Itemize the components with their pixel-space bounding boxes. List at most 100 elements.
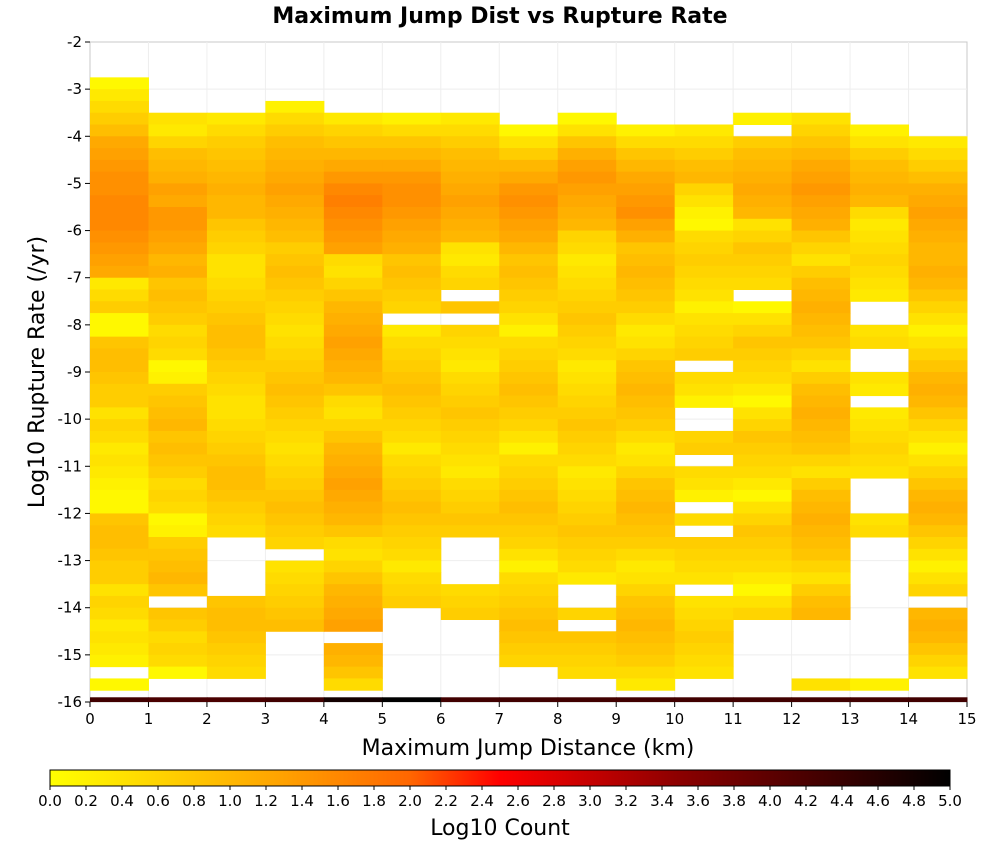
heatmap-cell (733, 207, 793, 220)
heatmap-cell (616, 430, 676, 444)
heatmap-cell (206, 607, 266, 620)
heatmap-cell (733, 159, 793, 173)
heatmap-cell (557, 537, 617, 550)
y-tick-label: -13 (58, 552, 83, 570)
x-tick-label: 2 (202, 710, 212, 728)
heatmap-cell (323, 289, 383, 302)
heatmap-cell (148, 254, 208, 267)
heatmap-cell (674, 195, 734, 208)
heatmap-cell (733, 360, 793, 373)
heatmap-cell (616, 183, 676, 196)
heatmap-cell (850, 265, 910, 279)
heatmap-cell (908, 242, 968, 255)
heatmap-cell (90, 501, 149, 514)
x-tick-label: 13 (841, 710, 860, 728)
heatmap-cell (674, 607, 734, 620)
heatmap-cell-bottom (499, 697, 559, 702)
heatmap-cell (148, 442, 208, 455)
heatmap-cell (440, 430, 500, 444)
heatmap-cell (265, 619, 325, 632)
heatmap-cell (850, 466, 910, 479)
heatmap-cell (90, 100, 149, 114)
colorbar-tick-label: 1.6 (326, 792, 350, 810)
heatmap-cell (733, 171, 793, 184)
x-tick-label: 1 (144, 710, 154, 728)
heatmap-cell (323, 324, 383, 338)
heatmap-cell (850, 383, 910, 397)
heatmap-cell (148, 631, 208, 644)
heatmap-cell (557, 407, 617, 420)
heatmap-cell (557, 171, 617, 184)
heatmap-cell (616, 254, 676, 267)
heatmap-cell (382, 289, 442, 302)
heatmap-cell (557, 383, 617, 397)
heatmap-cell (674, 513, 734, 526)
heatmap-cell (557, 301, 617, 314)
heatmap-cell (616, 666, 676, 679)
heatmap-cell (148, 336, 208, 349)
heatmap-cell (206, 489, 266, 503)
heatmap-cell (674, 289, 734, 302)
heatmap-cell (323, 218, 383, 232)
heatmap-cell (499, 171, 559, 184)
heatmap-cell (908, 430, 968, 444)
heatmap-cell (90, 159, 149, 173)
heatmap-cell (499, 466, 559, 479)
x-tick-label: 0 (85, 710, 95, 728)
heatmap-cell (148, 383, 208, 397)
colorbar-tick-label: 1.2 (254, 792, 278, 810)
heatmap-cell (206, 171, 266, 184)
heatmap-cell (733, 407, 793, 420)
heatmap-cell (265, 466, 325, 479)
heatmap-cell (499, 442, 559, 455)
heatmap-cell (908, 525, 968, 538)
x-tick-label: 5 (378, 710, 388, 728)
heatmap-cell (499, 548, 559, 562)
heatmap-cell (323, 454, 383, 467)
heatmap-cell (323, 442, 383, 455)
heatmap-cell (206, 277, 266, 290)
heatmap-cell (557, 395, 617, 408)
heatmap-cell (265, 430, 325, 444)
heatmap-cell (440, 218, 500, 232)
heatmap-cell (148, 230, 208, 243)
heatmap-cell (499, 148, 559, 161)
heatmap-cell (557, 525, 617, 538)
heatmap-cell (148, 289, 208, 302)
heatmap-cell (791, 265, 851, 279)
heatmap-cell (90, 265, 149, 279)
heatmap-cell (148, 348, 208, 361)
heatmap-cell (557, 643, 617, 656)
x-tick-label: 11 (724, 710, 743, 728)
heatmap-cell (616, 207, 676, 220)
heatmap-cell (382, 136, 442, 149)
heatmap-cell (733, 501, 793, 514)
heatmap-cells (90, 77, 968, 702)
heatmap-cell (499, 242, 559, 255)
heatmap-cell (733, 466, 793, 479)
heatmap-cell (323, 501, 383, 514)
heatmap-cell (791, 207, 851, 220)
colorbar-tick-label: 4.6 (866, 792, 890, 810)
heatmap-cell (499, 572, 559, 585)
heatmap-cell (323, 560, 383, 573)
heatmap-cell (148, 148, 208, 161)
heatmap-cell (850, 430, 910, 444)
heatmap-cell (206, 619, 266, 632)
heatmap-cell (616, 584, 676, 597)
heatmap-cell (382, 324, 442, 338)
heatmap-cell (791, 112, 851, 125)
heatmap-cell (733, 230, 793, 243)
heatmap-cell (616, 595, 676, 609)
heatmap-cell (733, 572, 793, 585)
heatmap-cell (908, 254, 968, 267)
heatmap-cell (674, 595, 734, 609)
heatmap-cell (206, 595, 266, 609)
heatmap-cell (265, 254, 325, 267)
heatmap-cell (557, 336, 617, 349)
heatmap-cell (616, 124, 676, 137)
heatmap-cell (382, 112, 442, 125)
heatmap-cell (616, 265, 676, 279)
heatmap-cell (323, 148, 383, 161)
heatmap-cell (499, 360, 559, 373)
